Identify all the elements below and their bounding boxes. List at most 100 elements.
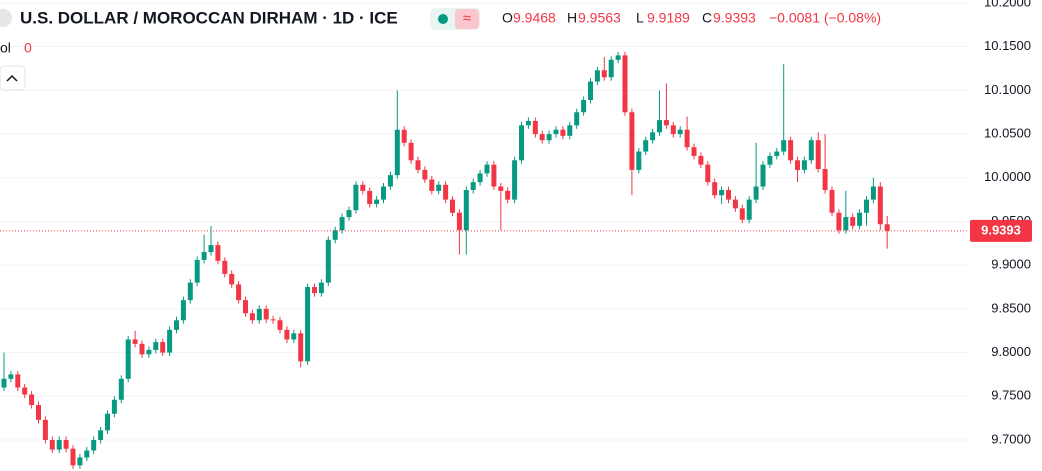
candle-body (429, 179, 435, 191)
candle-body (194, 259, 200, 283)
chart-title: U.S. DOLLAR / MOROCCAN DIRHAM · 1D · ICE (20, 8, 398, 27)
candle-body (788, 140, 794, 161)
candle-body (381, 186, 386, 200)
candle-body (822, 169, 828, 191)
candle-body (215, 245, 221, 261)
candle-body (870, 186, 876, 200)
candle-body (84, 450, 90, 458)
candle-body (450, 199, 455, 213)
legend-letter: O (502, 10, 513, 26)
candle-body (588, 81, 593, 100)
y-tick-label: 9.7000 (991, 431, 1031, 446)
candles (1, 51, 890, 469)
volume-label: ol (0, 40, 11, 56)
candle-body (705, 164, 711, 183)
candle-body (132, 339, 138, 344)
y-tick-label: 10.0500 (984, 126, 1031, 141)
candle-body (298, 333, 304, 362)
candle-body (636, 151, 642, 170)
candle-body (753, 186, 759, 200)
candle-body (498, 186, 504, 191)
candle-body (401, 129, 407, 143)
candle-body (229, 273, 235, 285)
candle-body (201, 252, 207, 260)
candle-body (567, 125, 573, 136)
y-tick-label: 9.8500 (991, 300, 1031, 315)
candle-body (56, 439, 62, 450)
candle-body (42, 419, 48, 440)
candle-body (111, 399, 117, 414)
candle-body (746, 199, 752, 220)
candle-body (546, 134, 552, 141)
candle-body (581, 99, 587, 113)
candle-body (857, 212, 863, 226)
candle-body (650, 132, 656, 141)
candle-body (560, 129, 566, 136)
candle-body (525, 120, 531, 126)
candle-body (512, 160, 518, 200)
candle-body (608, 59, 614, 78)
badge-pill[interactable] (455, 9, 479, 29)
y-tick-label: 9.7500 (991, 388, 1031, 403)
candle-body (767, 155, 773, 165)
candle-body (346, 210, 352, 218)
candle-body (70, 448, 76, 466)
candle-body (532, 120, 538, 135)
candle-body (180, 300, 186, 321)
candle-body (118, 378, 124, 400)
candle-body (277, 320, 283, 330)
candle-body (712, 182, 718, 196)
candle-body (8, 374, 14, 379)
y-tick-label: 9.8000 (991, 344, 1031, 359)
candle-body (208, 245, 214, 253)
candle-body (615, 55, 621, 60)
candle-body (505, 190, 511, 200)
candle-body (574, 112, 580, 126)
candle-body (760, 164, 766, 187)
candle-body (670, 125, 676, 135)
candle-body (339, 217, 345, 231)
candle-body (808, 140, 814, 161)
candle-body (125, 339, 131, 379)
candle-body (291, 333, 297, 340)
candle-body (367, 190, 373, 204)
candle-body (732, 199, 738, 209)
collapse-button[interactable] (0, 65, 26, 91)
last-price-box (970, 219, 1032, 242)
candle-body (864, 199, 869, 213)
y-tick-label: 10.2000 (984, 0, 1031, 9)
candle-body (677, 129, 683, 135)
candle-body (774, 151, 780, 156)
candle-body (353, 184, 359, 211)
candle-body (29, 394, 35, 406)
candle-body (318, 282, 324, 294)
candle-body (256, 308, 262, 321)
candle-body (187, 282, 193, 301)
candle-body (663, 120, 669, 126)
candle-body (484, 164, 490, 174)
candle-body (553, 129, 559, 135)
candle-body (877, 186, 883, 225)
candle-body (249, 313, 255, 321)
candle-body (167, 329, 173, 353)
candle-body (781, 140, 787, 152)
candle-body (850, 217, 856, 226)
legend-letter: L (636, 10, 644, 26)
legend-value: 9.9189 (647, 10, 690, 26)
candle-body (422, 169, 428, 180)
candle-body (394, 129, 400, 176)
candle-body (139, 343, 145, 355)
candle-body (884, 224, 890, 231)
candle-body (519, 125, 524, 161)
candle-body (222, 260, 228, 274)
candle-body (622, 55, 628, 113)
candle-body (726, 190, 731, 200)
candle-body (105, 413, 110, 431)
candle-body (374, 199, 380, 204)
candle-body (63, 439, 69, 449)
candle-body (739, 208, 745, 220)
candle-body (77, 457, 83, 466)
candle-body (601, 70, 607, 78)
volume-value: 0 (24, 40, 32, 56)
